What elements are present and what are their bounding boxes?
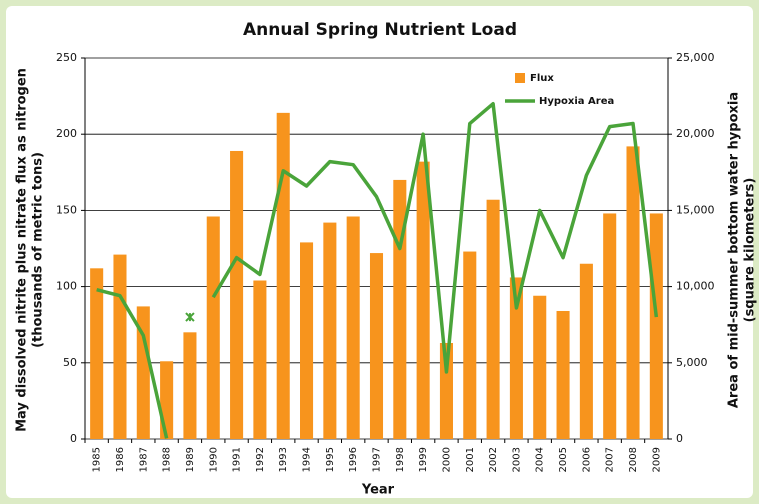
x-tick-label: 1987 [138, 447, 149, 472]
x-tick-label: 2002 [488, 447, 499, 472]
x-tick-label: 1991 [232, 447, 243, 472]
x-tick-label: 2008 [628, 447, 639, 472]
x-tick-label: 1986 [115, 447, 126, 472]
y2-tick-label: 20,000 [676, 127, 715, 140]
bar [346, 216, 360, 439]
y-tick-label: 50 [63, 356, 77, 369]
line [211, 101, 659, 374]
y-axis-label: May dissolved nitrite plus nitrate flux … [15, 68, 30, 432]
y-tick-label: 100 [56, 280, 77, 293]
legend-label: Flux [530, 73, 554, 84]
x-tick-label: 2000 [441, 447, 452, 472]
x-tick-label: 1989 [185, 447, 196, 472]
x-tick-label: 1992 [255, 447, 266, 472]
x-tick-label: 2006 [581, 447, 592, 472]
bar [649, 213, 663, 439]
x-tick-label: 2003 [511, 447, 522, 472]
legend-swatch [515, 73, 525, 83]
bar [90, 268, 104, 439]
x-tick-label: 2001 [465, 447, 476, 472]
bar [160, 361, 174, 439]
bar [509, 277, 523, 439]
x-tick-label: 1988 [162, 447, 173, 472]
y-tick-label: 250 [56, 51, 77, 64]
x-tick-label: 1996 [348, 447, 359, 472]
bar [556, 310, 570, 439]
point-marker [185, 312, 195, 322]
x-tick-label: 2007 [605, 447, 616, 472]
x-tick-label: 2009 [651, 447, 662, 472]
chart-title: Annual Spring Nutrient Load [243, 20, 517, 40]
y-tick-label: 0 [70, 432, 77, 445]
y2-tick-label: 0 [676, 432, 683, 445]
bar [579, 263, 593, 439]
bar [183, 332, 197, 439]
x-tick-label: 1985 [92, 447, 103, 472]
y-tick-label: 150 [56, 203, 77, 216]
y2-axis-label: (square kilometers) [743, 178, 758, 323]
bar [626, 146, 640, 439]
bar [463, 251, 477, 439]
x-tick-label: 1998 [395, 447, 406, 472]
x-tick-label: 1997 [372, 447, 383, 472]
bar [369, 253, 384, 439]
bar [206, 216, 220, 439]
bar [439, 342, 453, 439]
y2-tick-label: 5,000 [676, 356, 708, 369]
x-tick-label: 1993 [278, 447, 289, 472]
y2-tick-label: 15,000 [676, 203, 715, 216]
y2-axis-label: Area of mid-summer bottom water hypoxia [727, 92, 742, 408]
y-axis-label: (thousands of metric tons) [31, 152, 46, 348]
bar [300, 242, 314, 439]
y-tick-label: 200 [56, 127, 77, 140]
bar [230, 150, 244, 440]
bar [113, 254, 127, 439]
x-tick-label: 1995 [325, 447, 336, 472]
y2-tick-label: 10,000 [676, 280, 715, 293]
legend-label: Hypoxia Area [539, 96, 614, 107]
x-tick-label: 2005 [558, 447, 569, 472]
x-tick-label: 1990 [208, 447, 219, 472]
bar [416, 161, 430, 439]
x-axis-label: Year [361, 483, 395, 498]
bar [533, 295, 547, 439]
x-tick-label: 1999 [418, 447, 429, 472]
bar [253, 280, 267, 439]
bar [323, 222, 337, 439]
bar [603, 213, 617, 439]
bar [276, 112, 290, 439]
bar [136, 306, 150, 439]
x-tick-label: 1994 [302, 447, 313, 472]
line [96, 287, 169, 439]
y2-tick-label: 25,000 [676, 51, 715, 64]
bar [486, 199, 500, 439]
x-tick-label: 2004 [535, 447, 546, 472]
